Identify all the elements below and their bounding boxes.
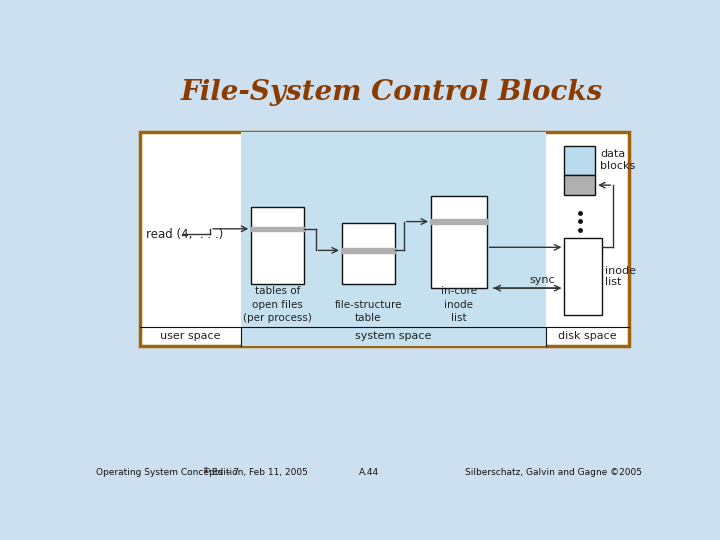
Bar: [241, 132, 546, 346]
Text: A.44: A.44: [359, 468, 379, 477]
Text: system space: system space: [355, 331, 431, 341]
Bar: [251, 207, 304, 284]
Text: Operating System Concepts – 7: Operating System Concepts – 7: [96, 468, 239, 477]
Bar: [564, 238, 601, 315]
Text: user space: user space: [161, 331, 221, 341]
Bar: [140, 132, 629, 346]
Text: th: th: [204, 467, 211, 473]
Text: Silberschatz, Galvin and Gagne ©2005: Silberschatz, Galvin and Gagne ©2005: [465, 468, 642, 477]
Text: tables of
open files
(per process): tables of open files (per process): [243, 286, 312, 323]
Bar: [342, 222, 395, 284]
Text: disk space: disk space: [558, 331, 616, 341]
Text: File-System Control Blocks: File-System Control Blocks: [181, 79, 603, 106]
Bar: [431, 195, 487, 288]
Text: file-structure
table: file-structure table: [335, 300, 402, 323]
Bar: [564, 146, 595, 175]
Text: in-core
inode
list: in-core inode list: [441, 286, 477, 323]
Text: Edition, Feb 11, 2005: Edition, Feb 11, 2005: [210, 468, 308, 477]
Text: inode
list: inode list: [606, 266, 636, 287]
Text: data
blocks: data blocks: [600, 150, 635, 171]
Text: sync: sync: [529, 275, 555, 286]
Text: read (4,  . . .): read (4, . . .): [145, 228, 223, 241]
Bar: [564, 175, 595, 195]
